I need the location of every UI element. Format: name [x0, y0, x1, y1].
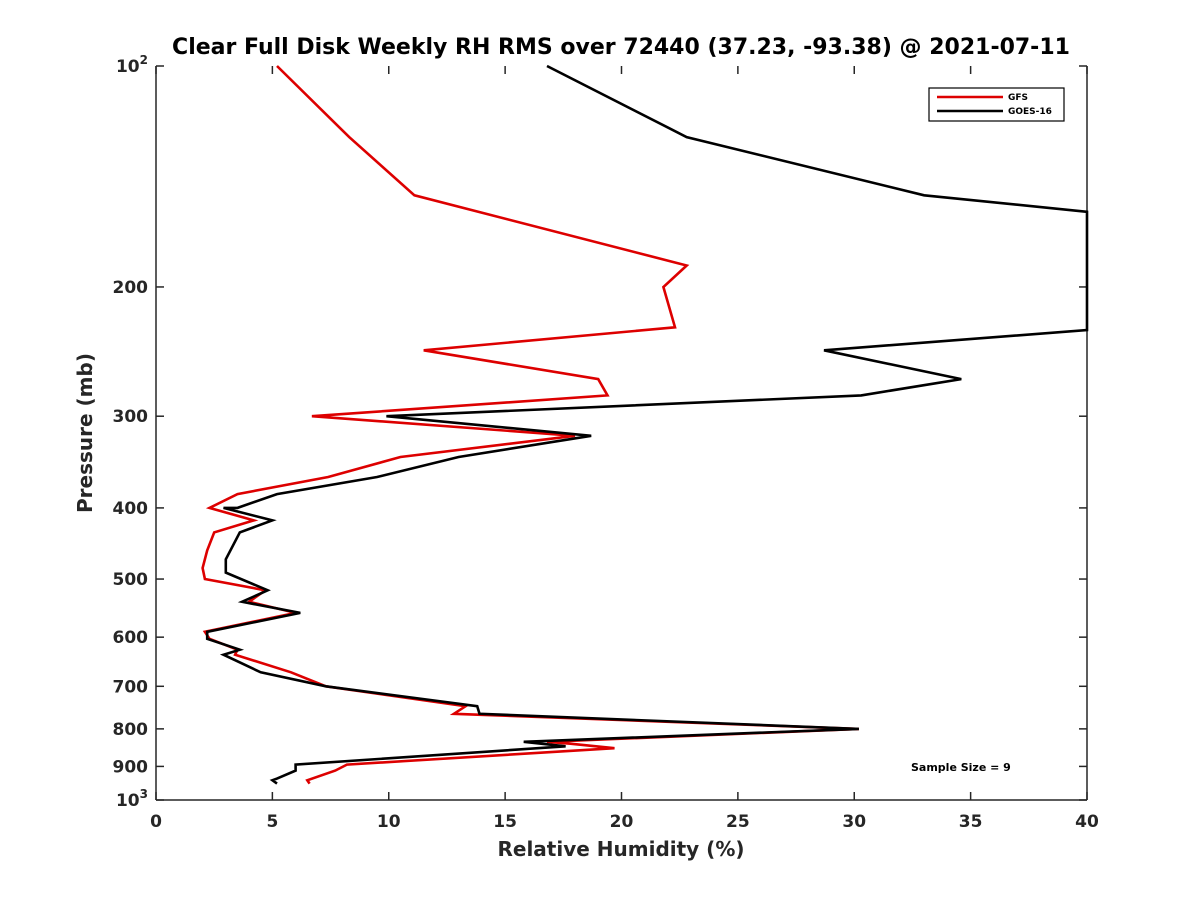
series-line-gfs: [201, 65, 859, 785]
y-tick-label: 800: [113, 720, 149, 740]
x-tick-label: 15: [493, 812, 517, 832]
x-tick-label: 40: [1075, 812, 1099, 832]
y-tick-label: 500: [113, 570, 149, 590]
x-tick-label: 5: [266, 812, 278, 832]
x-tick-label: 35: [959, 812, 983, 832]
y-tick-label: 200: [113, 278, 149, 298]
y-ticks: 102 200 300 400 500 600 700 800 900 103: [113, 53, 1087, 811]
x-tick-label: 25: [726, 812, 750, 832]
x-tick-label: 20: [610, 812, 634, 832]
legend-box: [928, 87, 1065, 122]
series-line-goes16: [205, 64, 1089, 785]
x-tick-label: 30: [842, 812, 866, 832]
chart-title: Clear Full Disk Weekly RH RMS over 72440…: [172, 35, 1070, 60]
x-tick-label: 0: [150, 812, 162, 832]
x-tick-label: 10: [377, 812, 401, 832]
y-tick-label: 300: [113, 407, 149, 427]
y-tick-label: 600: [113, 628, 149, 648]
legend-label-goes16: GOES-16: [1008, 107, 1052, 117]
x-axis-label: Relative Humidity (%): [497, 837, 744, 861]
series-layer: [201, 64, 1089, 785]
y-tick-label: 700: [113, 677, 149, 697]
y-tick-label: 103: [116, 787, 148, 811]
legend: GFS GOES-16: [928, 87, 1065, 122]
x-ticks: 0 5 10 15 20 25 30 35 40: [150, 66, 1099, 832]
y-tick-label: 400: [113, 499, 149, 519]
sample-size-annotation: Sample Size = 9: [911, 761, 1011, 774]
y-tick-label: 900: [113, 757, 149, 777]
y-tick-label: 102: [116, 53, 148, 77]
y-axis-label: Pressure (mb): [73, 353, 97, 513]
plot-area: 0 5 10 15 20 25 30 35 40 102 200 300 400 500 600 700 80…: [113, 53, 1099, 832]
legend-label-gfs: GFS: [1008, 93, 1028, 103]
